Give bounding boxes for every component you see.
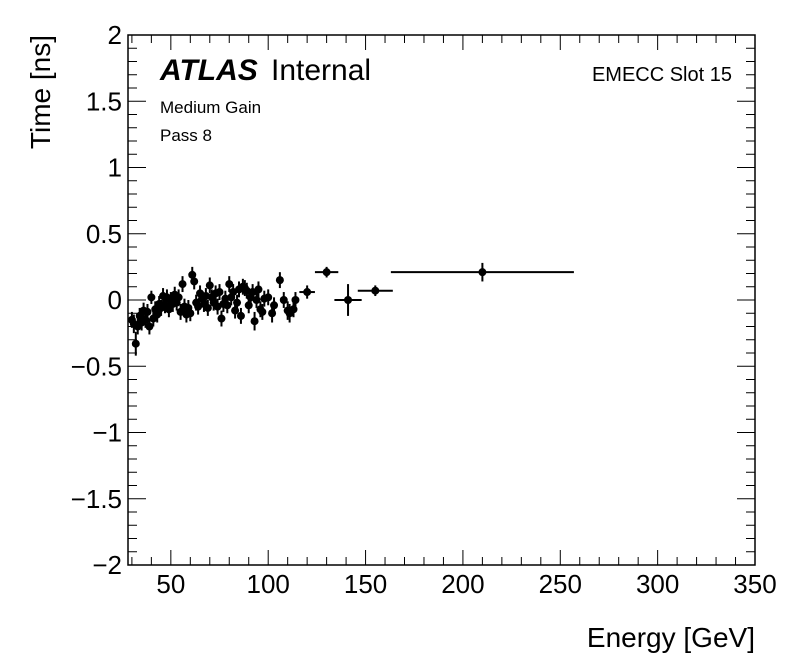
- data-point: [143, 303, 152, 320]
- x-tick-label: 50: [156, 569, 185, 599]
- marker: [147, 293, 156, 302]
- y-tick-label: −1.5: [71, 484, 122, 514]
- marker: [205, 281, 214, 290]
- marker: [223, 301, 232, 310]
- marker: [254, 285, 263, 294]
- data-point: [357, 285, 393, 297]
- marker: [225, 280, 234, 289]
- y-tick-label: 0.5: [86, 219, 122, 249]
- pass-label: Pass 8: [160, 126, 212, 145]
- data-point: [194, 298, 203, 315]
- data-point: [186, 305, 195, 322]
- x-tick-label: 250: [539, 569, 582, 599]
- x-tick-label: 150: [344, 569, 387, 599]
- atlas-label: ATLAS: [159, 54, 258, 87]
- y-tick-label: −1: [92, 418, 122, 448]
- marker: [291, 296, 300, 304]
- data-point: [131, 331, 140, 356]
- marker: [131, 339, 140, 348]
- data-point: [236, 307, 245, 324]
- marker: [217, 314, 226, 323]
- marker: [258, 307, 267, 316]
- y-tick-label: 1: [108, 153, 122, 183]
- marker: [174, 293, 183, 302]
- marker: [233, 298, 242, 307]
- data-point: [190, 273, 199, 290]
- marker: [264, 293, 273, 302]
- data-point: [178, 276, 187, 293]
- x-axis-title: Energy [GeV]: [587, 622, 755, 653]
- axis-ticks: [128, 34, 756, 566]
- data-point: [258, 303, 267, 320]
- data-point: [299, 285, 315, 299]
- data-point: [233, 294, 242, 311]
- marker: [344, 296, 353, 304]
- x-tick-label: 300: [636, 569, 679, 599]
- x-tick-label: 350: [733, 569, 776, 599]
- marker: [153, 310, 162, 319]
- data-point: [254, 281, 263, 298]
- gain-label: Medium Gain: [160, 98, 261, 117]
- data-point: [270, 297, 279, 314]
- marker: [178, 280, 187, 289]
- data-point: [205, 277, 214, 294]
- marker: [270, 301, 279, 310]
- data-point: [223, 297, 232, 314]
- data-point: [250, 311, 259, 331]
- marker: [203, 303, 212, 312]
- y-tick-label: 1.5: [86, 86, 122, 116]
- y-tick-label: 2: [108, 20, 122, 50]
- data-point: [252, 292, 261, 308]
- data-point: [291, 292, 300, 308]
- data-point: [390, 262, 574, 282]
- marker: [478, 268, 487, 277]
- marker: [252, 296, 261, 304]
- data-point: [215, 284, 224, 300]
- marker: [215, 288, 224, 297]
- marker: [303, 288, 312, 297]
- data-point: [174, 289, 183, 306]
- marker: [322, 268, 331, 277]
- y-tick-labels: −2 −1.5 −1 −0.5 0 0.5 1 1.5 2: [71, 20, 122, 580]
- data-point: [314, 266, 339, 278]
- marker: [186, 309, 195, 318]
- data-point: [153, 306, 162, 323]
- data-point: [145, 318, 154, 335]
- marker: [143, 307, 152, 316]
- data-point: [334, 284, 362, 316]
- x-tick-label: 100: [247, 569, 290, 599]
- marker: [371, 286, 380, 295]
- marker: [236, 311, 245, 320]
- data-point: [217, 310, 226, 327]
- data-points: [127, 262, 574, 356]
- data-point: [264, 289, 273, 306]
- x-tick-label: 200: [441, 569, 484, 599]
- marker: [145, 322, 154, 331]
- y-tick-label: −0.5: [71, 351, 122, 381]
- data-point: [279, 292, 288, 308]
- data-point: [147, 290, 156, 304]
- y-tick-label: 0: [108, 285, 122, 315]
- marker: [190, 277, 199, 286]
- slot-label: EMECC Slot 15: [592, 64, 732, 86]
- marker: [279, 296, 288, 304]
- data-point: [225, 276, 234, 293]
- y-tick-label: −2: [92, 550, 122, 580]
- marker: [275, 276, 284, 285]
- internal-label: Internal: [271, 54, 371, 87]
- data-point: [203, 300, 212, 316]
- data-point: [275, 272, 284, 289]
- x-tick-labels: 50 100 150 200 250 300 350: [156, 569, 776, 599]
- y-axis-title: Time [ns]: [25, 35, 56, 149]
- marker: [250, 317, 259, 326]
